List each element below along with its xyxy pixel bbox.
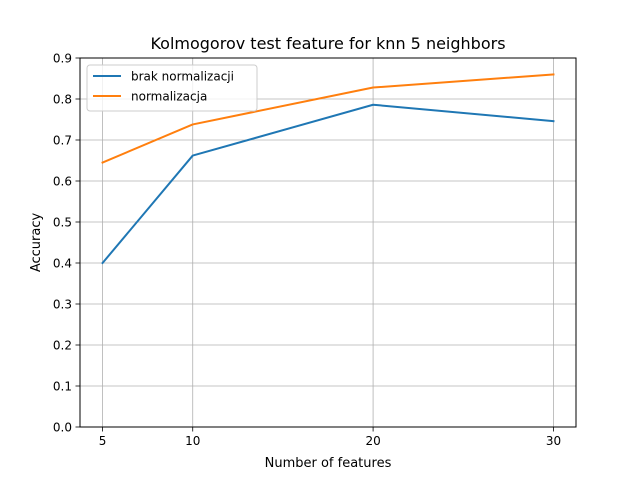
plot-frame — [79, 57, 577, 428]
legend: brak normalizacji normalizacja — [86, 64, 258, 112]
x-tick-label: 20 — [365, 434, 380, 448]
x-tick-label: 30 — [546, 434, 561, 448]
chart-title: Kolmogorov test feature for knn 5 neighb… — [150, 34, 505, 53]
x-tick-label: 5 — [99, 434, 107, 448]
legend-label-2: normalizacja — [131, 90, 207, 104]
x-axis-label: Number of features — [265, 456, 392, 471]
y-tick-label: 0.4 — [53, 257, 72, 271]
x-tick-label: 10 — [185, 434, 200, 448]
series-line-1 — [101, 103, 555, 265]
y-tick-label: 0.9 — [53, 52, 72, 66]
legend-label-1: brak normalizacji — [131, 70, 234, 84]
y-axis-label: Accuracy — [29, 213, 44, 273]
series-line-2 — [101, 73, 555, 164]
y-tick-label: 0.3 — [53, 298, 72, 312]
y-tick-label: 0.0 — [53, 421, 72, 435]
y-tick-label: 0.2 — [53, 339, 72, 353]
series-lines — [101, 73, 555, 265]
y-tick-label: 0.6 — [53, 175, 72, 189]
y-tick-label: 0.5 — [53, 216, 72, 230]
y-tick-label: 0.8 — [53, 93, 72, 107]
axis-ticks: 5 10 20 30 0.0 0.1 0.2 0.3 0.4 0.5 0.6 0.7 0.8 0.9 — [53, 52, 561, 449]
legend-box — [86, 64, 258, 112]
y-tick-label: 0.7 — [53, 134, 72, 148]
y-tick-label: 0.1 — [53, 380, 72, 394]
